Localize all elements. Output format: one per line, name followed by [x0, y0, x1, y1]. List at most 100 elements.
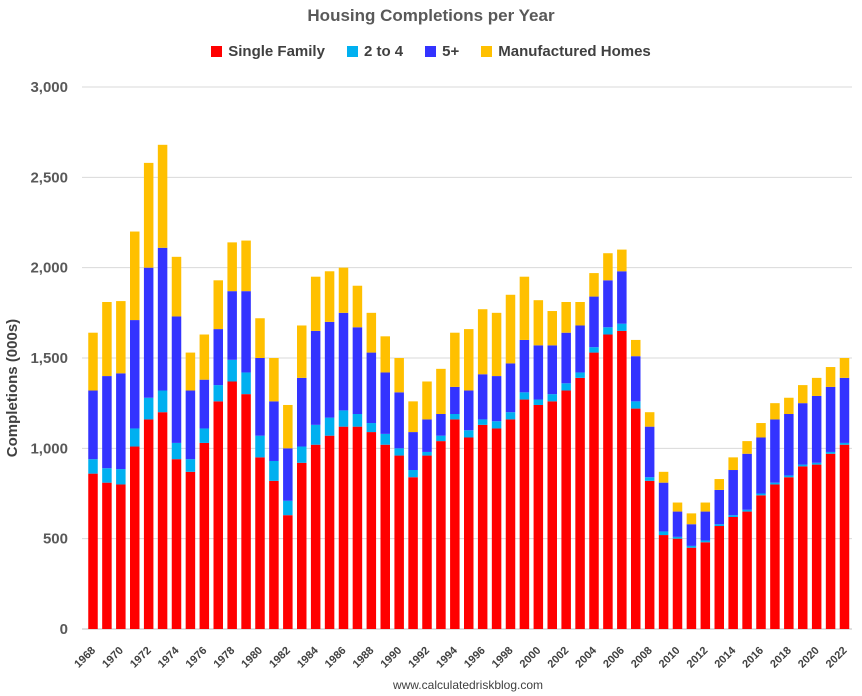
bar-manufactured-homes-1977	[213, 280, 223, 330]
bar-manufactured-homes-1980	[255, 318, 265, 358]
x-tick-label: 2020	[796, 645, 822, 671]
legend-item-single-family: Single Family	[211, 43, 325, 60]
bar-2-to-4-2017	[770, 482, 780, 485]
bar-manufactured-homes-1985	[324, 271, 335, 322]
bar-5--2001	[547, 345, 557, 395]
bar-single-family-1987	[352, 426, 363, 629]
bar-single-family-2000	[533, 404, 544, 629]
bar-2-to-4-2009	[658, 531, 669, 536]
bar-manufactured-homes-1991	[408, 401, 418, 433]
chart-title: Housing Completions per Year	[307, 6, 555, 25]
bar-2-to-4-1977	[213, 385, 223, 402]
y-tick-label: 2,000	[30, 260, 68, 277]
bar-5--1969	[102, 376, 112, 469]
bar-5--2002	[561, 332, 571, 384]
bar-2-to-4-1995	[464, 430, 474, 438]
bar-single-family-2009	[658, 535, 669, 629]
x-tick-label: 1994	[434, 644, 460, 670]
bar-2-to-4-1983	[297, 446, 307, 463]
bar-manufactured-homes-1975	[185, 352, 196, 391]
bar-5--1993	[436, 414, 446, 436]
x-tick-label: 2002	[545, 645, 571, 671]
bar-5--1974	[171, 316, 182, 443]
bar-5--1973	[157, 247, 168, 391]
bar-5--2018	[784, 414, 794, 476]
bar-single-family-2002	[561, 390, 571, 629]
bar-5--1988	[366, 352, 377, 424]
bar-2-to-4-2015	[742, 509, 752, 512]
bar-2-to-4-1990	[394, 448, 404, 456]
bar-manufactured-homes-1969	[102, 301, 112, 377]
bar-2-to-4-1998	[505, 412, 516, 420]
bar-single-family-2004	[589, 352, 599, 629]
bar-manufactured-homes-1982	[283, 404, 293, 449]
bar-5--1975	[185, 390, 196, 460]
bar-5--2019	[798, 403, 808, 465]
bar-manufactured-homes-1972	[143, 162, 154, 268]
bar-single-family-2017	[770, 484, 780, 629]
bar-2-to-4-1985	[324, 417, 335, 436]
bar-5--2020	[811, 395, 822, 463]
bar-5--2012	[700, 511, 711, 541]
bar-manufactured-homes-1998	[505, 294, 516, 364]
bar-2-to-4-1992	[422, 451, 432, 456]
bar-5--1985	[324, 321, 335, 418]
bar-2-to-4-2014	[728, 515, 738, 517]
x-tick-label: 2006	[601, 645, 627, 671]
bar-2-to-4-2010	[672, 536, 683, 539]
bar-single-family-1977	[213, 401, 223, 629]
bar-5--1972	[143, 267, 154, 398]
x-tick-label: 1998	[490, 645, 516, 671]
bar-manufactured-homes-2002	[561, 301, 571, 333]
legend-item-manufactured-homes: Manufactured Homes	[481, 43, 651, 60]
bar-manufactured-homes-1994	[450, 332, 460, 387]
bar-2-to-4-1973	[157, 390, 168, 413]
bar-manufactured-homes-1988	[366, 312, 377, 353]
bar-single-family-1985	[324, 435, 335, 629]
bar-2-to-4-2016	[756, 493, 766, 496]
bar-single-family-1990	[394, 455, 404, 629]
bar-single-family-1993	[436, 441, 446, 629]
bar-5--2016	[756, 437, 766, 494]
bar-5--2022	[839, 377, 850, 443]
bar-5--1995	[464, 390, 474, 431]
x-tick-label: 1978	[211, 645, 237, 671]
x-tick-label: 2000	[518, 645, 544, 671]
bar-manufactured-homes-2006	[617, 249, 627, 272]
bar-manufactured-homes-1999	[519, 276, 530, 340]
bar-2-to-4-1987	[352, 414, 363, 427]
bar-5--1968	[88, 390, 98, 460]
bar-manufactured-homes-1973	[157, 144, 168, 248]
y-axis-label: Completions (000s)	[4, 319, 21, 457]
bar-2-to-4-2002	[561, 383, 571, 391]
x-tick-label: 2018	[768, 645, 794, 671]
bar-2-to-4-2006	[617, 323, 627, 331]
bar-5--1987	[352, 327, 363, 415]
bar-manufactured-homes-2019	[798, 385, 808, 404]
bar-single-family-2011	[686, 547, 697, 629]
bar-5--1992	[422, 419, 432, 452]
bar-manufactured-homes-2001	[547, 311, 557, 346]
y-tick-label: 3,000	[30, 79, 68, 96]
bar-manufactured-homes-2020	[811, 377, 822, 396]
x-tick-label: 2012	[685, 645, 711, 671]
bar-single-family-2015	[742, 511, 752, 629]
bar-single-family-1992	[422, 455, 432, 629]
bar-2-to-4-1996	[477, 419, 488, 425]
bar-manufactured-homes-2022	[839, 358, 850, 378]
bar-single-family-1983	[297, 462, 307, 629]
bar-single-family-2012	[700, 542, 711, 629]
bar-2-to-4-2003	[575, 372, 585, 378]
bar-single-family-1988	[366, 432, 377, 629]
bar-2-to-4-2007	[631, 401, 641, 409]
bar-single-family-2007	[631, 408, 641, 629]
bar-5--2006	[617, 271, 627, 324]
bar-single-family-1981	[269, 480, 279, 629]
bar-2-to-4-2008	[644, 477, 655, 481]
bar-5--1998	[505, 363, 516, 413]
bar-manufactured-homes-2004	[589, 273, 599, 297]
legend-label-2-to-4: 2 to 4	[363, 43, 404, 60]
bar-manufactured-homes-1983	[297, 325, 307, 378]
bar-manufactured-homes-1971	[130, 231, 140, 321]
